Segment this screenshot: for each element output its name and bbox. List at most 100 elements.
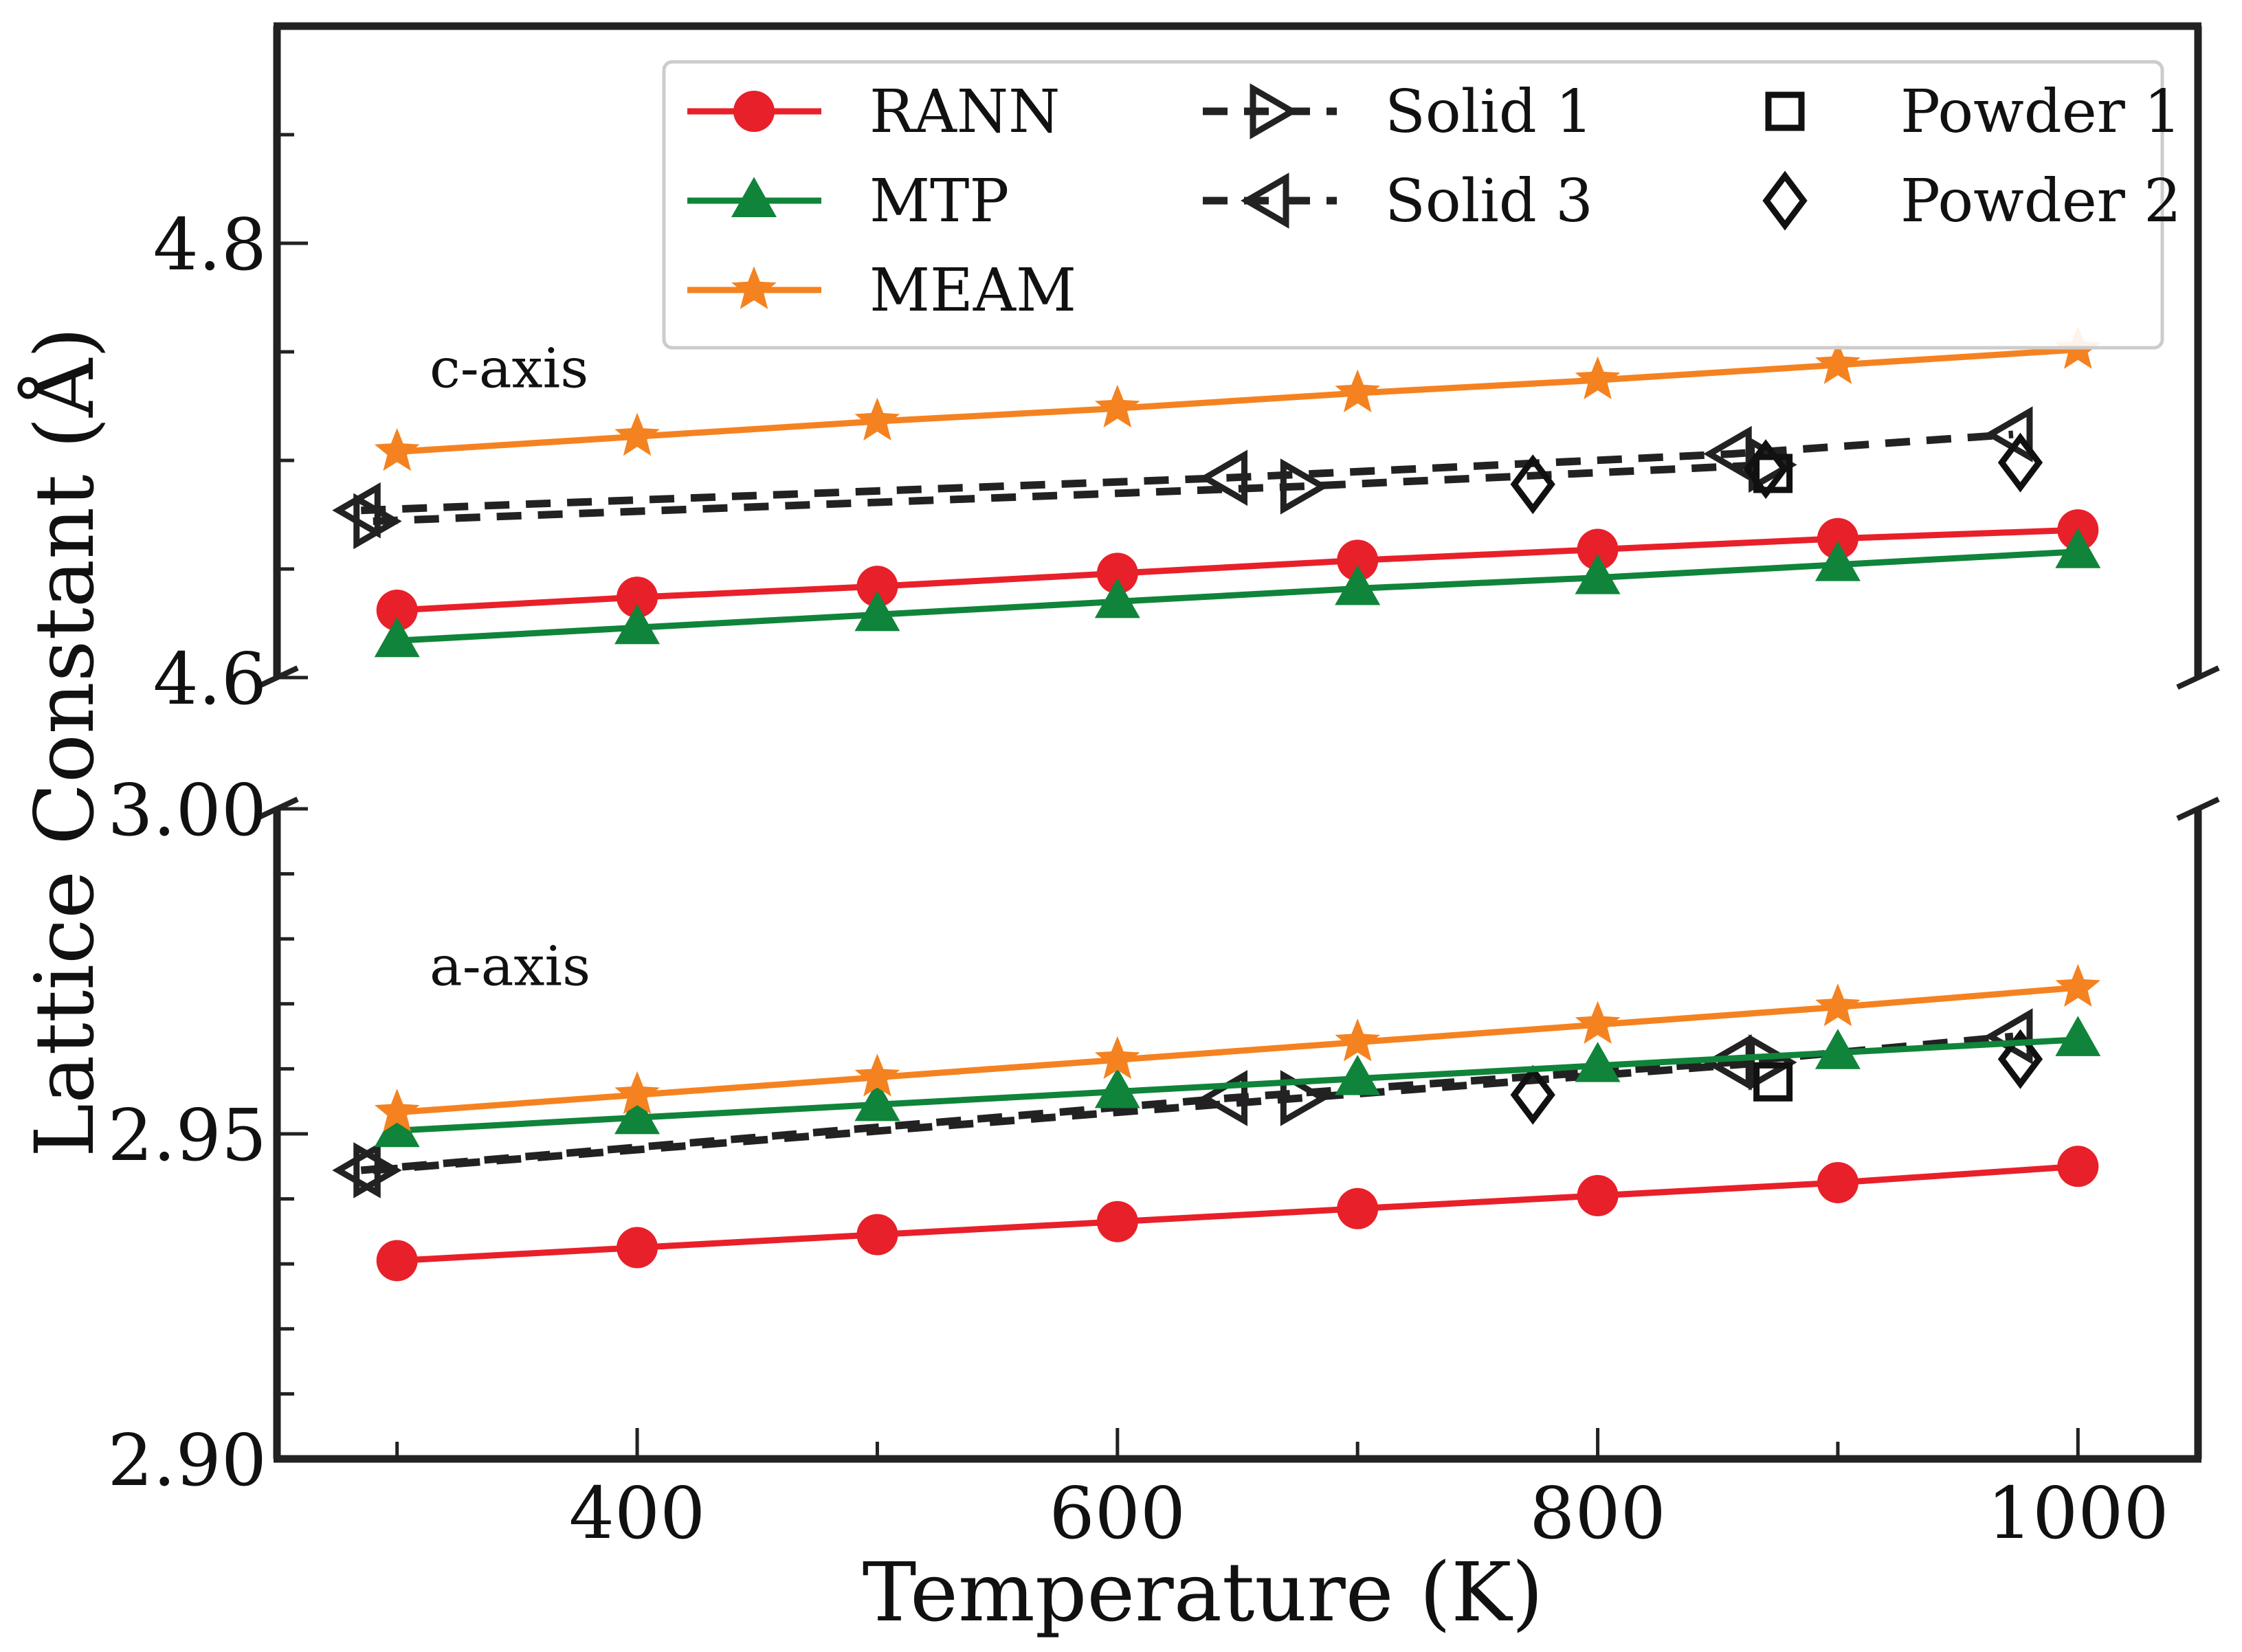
legend-entry-solid-1: Solid 1 (1203, 78, 1593, 146)
data-point (1575, 1001, 1621, 1044)
series-mtp (374, 528, 2101, 658)
data-point (1815, 983, 1861, 1027)
legend-label: MEAM (869, 256, 1076, 325)
series-meam (374, 326, 2101, 471)
panel-annotation-top: c-axis (430, 337, 588, 401)
series-line (397, 1163, 2078, 1264)
data-point (2057, 1146, 2099, 1187)
series-line (361, 430, 2014, 515)
data-point (1997, 1029, 2043, 1089)
legend: RANN MTP MEAM Solid 1 Solid 3 Powder 1 Powder … (662, 60, 2182, 350)
legend-label: Powder 1 (1900, 78, 2182, 146)
axis-break-mark (2176, 796, 2220, 821)
panel-top: 4.6 4.8 c-axis (153, 22, 2220, 721)
data-point (2055, 528, 2101, 568)
legend-marker (1765, 91, 1805, 131)
series-line (397, 526, 2078, 614)
data-point (1814, 541, 1861, 581)
panel-bottom: 2.90 2.95 3.00 a-axis 400 600 800 1000 (107, 768, 2220, 1555)
x-axis-label: Temperature (K) (863, 1545, 1544, 1640)
legend-entry-mtp: MTP (687, 167, 1009, 236)
series-line (373, 460, 1768, 525)
data-point (1575, 1042, 1621, 1082)
data-point (2055, 1016, 2101, 1056)
data-point (1703, 1034, 1752, 1091)
legend-marker (733, 91, 775, 132)
data-point (1817, 517, 1858, 559)
data-point (1335, 369, 1380, 412)
panel-annotation-bottom: a-axis (430, 935, 590, 998)
series-solid-3 (332, 406, 2033, 539)
series-rann (376, 1146, 2099, 1282)
series-powder-2 (1510, 1029, 2043, 1125)
data-point (376, 1240, 418, 1282)
data-point (1335, 1055, 1381, 1095)
data-point (1337, 1187, 1379, 1229)
data-point (1577, 528, 1619, 570)
data-point (1095, 384, 1140, 428)
series-line (360, 1032, 2014, 1174)
data-point (614, 1093, 661, 1135)
data-point (1095, 1036, 1140, 1080)
legend-frame (662, 60, 2164, 350)
data-point (1743, 439, 1788, 500)
y-tick-label: 2.95 (107, 1093, 267, 1177)
data-point (854, 397, 900, 440)
data-point (854, 590, 900, 632)
data-point (1280, 458, 1329, 515)
data-point (1337, 539, 1379, 581)
y-axis-label: Lattice Constant (Å) (17, 327, 112, 1158)
data-point (1814, 1029, 1861, 1069)
data-point (1815, 341, 1861, 384)
data-point (332, 482, 381, 539)
y-tick-label: 3.00 (107, 768, 267, 852)
data-point (1335, 1018, 1380, 1062)
data-point (856, 1214, 898, 1255)
legend-label: Powder 2 (1900, 167, 2182, 236)
legend-marker (1241, 172, 1289, 229)
data-point (332, 1142, 381, 1198)
data-point (614, 1071, 660, 1115)
legend-marker (731, 177, 777, 217)
series-rann (376, 509, 2099, 632)
data-point (374, 616, 420, 658)
legend-label: Solid 1 (1385, 78, 1593, 146)
data-point (1753, 1062, 1793, 1102)
data-point (1510, 1064, 1555, 1125)
data-point (1510, 454, 1555, 515)
data-point (1094, 1068, 1140, 1108)
legend-marker (731, 266, 777, 309)
data-point (374, 427, 420, 471)
data-point (854, 1053, 900, 1097)
data-point (856, 566, 898, 607)
series-line (397, 346, 2078, 455)
data-point (1096, 1201, 1138, 1242)
legend-label: MTP (869, 167, 1009, 236)
data-point (1984, 406, 2033, 462)
data-point (2055, 963, 2101, 1007)
data-point (617, 1227, 658, 1269)
data-point (376, 590, 418, 632)
series-meam (374, 963, 2101, 1132)
series-line (397, 984, 2078, 1116)
data-point (1817, 1161, 1858, 1203)
series-powder-1 (1753, 1062, 1793, 1102)
series-mtp (374, 1016, 2101, 1148)
data-point (1575, 554, 1621, 594)
series-solid-1 (353, 436, 1797, 550)
legend-label: RANN (869, 78, 1060, 146)
x-tick-label: 400 (569, 1471, 706, 1555)
y-tick-label: 2.90 (107, 1418, 267, 1502)
data-point (1335, 564, 1381, 605)
data-point (1577, 1174, 1619, 1216)
x-tick-label: 1000 (1987, 1471, 2169, 1555)
data-point (1997, 432, 2043, 493)
series-solid-3 (332, 1008, 2033, 1198)
data-point (1199, 449, 1248, 506)
legend-entry-solid-3: Solid 3 (1203, 167, 1593, 236)
legend-label: Solid 3 (1385, 167, 1593, 236)
y-tick-label: 4.8 (153, 203, 267, 287)
legend-marker (1762, 170, 1808, 231)
data-point (1575, 356, 1621, 399)
